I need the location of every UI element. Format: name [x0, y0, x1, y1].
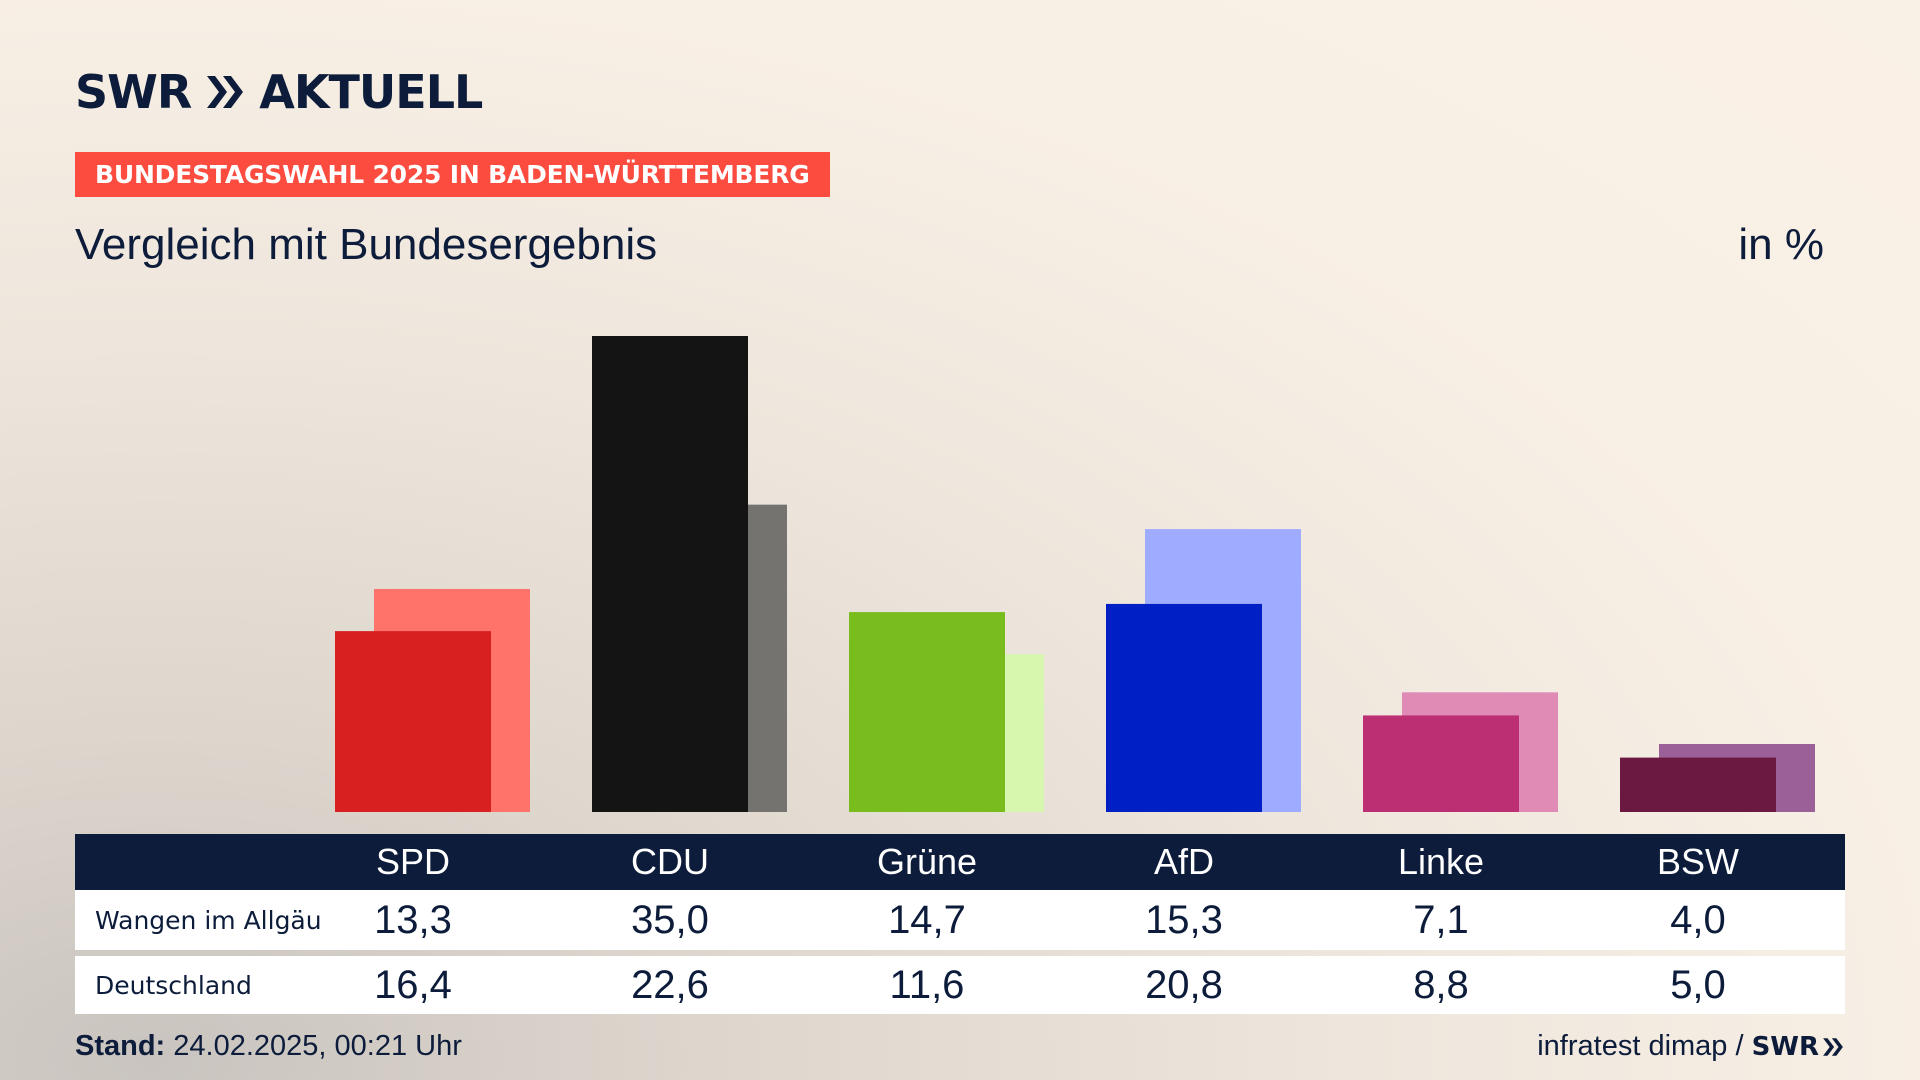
timestamp: Stand: 24.02.2025, 00:21 Uhr [75, 1030, 462, 1063]
bar-cdu-wangen [592, 336, 748, 812]
value-cell: 7,1 [1413, 897, 1469, 942]
stand-label: Stand: [75, 1030, 166, 1062]
unit-label: in % [1738, 220, 1824, 269]
swr-mini-logo: SWR [1752, 1032, 1844, 1062]
source-credit: infratest dimap / SWR [1537, 1030, 1844, 1063]
value-cell: 4,0 [1670, 897, 1726, 942]
logo-aktuell-text: AKTUELL [259, 65, 483, 119]
table-header-row: SPD CDU Grüne AfD Linke BSW [75, 834, 1845, 890]
bar-bsw-wangen [1620, 757, 1776, 812]
table-row: Wangen im Allgäu 13,3 35,0 14,7 15,3 7,1 4,0 [75, 890, 1845, 950]
party-header-cdu: CDU [631, 841, 709, 882]
chart-title: Vergleich mit Bundesergebnis [75, 220, 658, 269]
value-cell: 15,3 [1145, 897, 1223, 942]
value-cell: 22,6 [631, 962, 709, 1007]
value-cell: 11,6 [889, 962, 965, 1007]
value-cell: 13,3 [374, 897, 452, 942]
results-table: SPD CDU Grüne AfD Linke BSW Wangen im Allgäu … [75, 834, 1845, 1014]
source-text: infratest dimap / [1537, 1030, 1744, 1062]
party-header-linke: Linke [1397, 841, 1485, 882]
value-cell: 20,8 [1145, 962, 1223, 1007]
bar-chart [335, 336, 1815, 812]
election-kicker: BUNDESTAGSWAHL 2025 IN BADEN-WÜRTTEMBERG [75, 152, 830, 197]
value-cell: 14,7 [888, 897, 966, 942]
value-cell: 35,0 [631, 897, 709, 942]
bar-grüne-wangen [849, 612, 1005, 812]
party-header-afd: AfD [1153, 841, 1214, 882]
value-cell: 16,4 [374, 962, 452, 1007]
bar-spd-wangen [335, 631, 491, 812]
row-label: Wangen im Allgäu [95, 905, 322, 935]
party-header-bsw: BSW [1656, 841, 1739, 882]
party-header-grüne: Grüne [876, 841, 978, 882]
bar-afd-wangen [1106, 603, 1262, 812]
swr-aktuell-logo: SWR AKTUELL [75, 65, 483, 119]
logo-swr-text: SWR [75, 65, 192, 119]
party-header-spd: SPD [375, 841, 451, 882]
stand-value: 24.02.2025, 00:21 Uhr [173, 1030, 462, 1062]
double-chevron-icon [205, 72, 245, 112]
bar-linke-wangen [1363, 715, 1519, 812]
row-label: Deutschland [95, 970, 252, 1000]
double-chevron-icon [1823, 1037, 1843, 1056]
value-cell: 5,0 [1670, 962, 1726, 1007]
swr-mini-text: SWR [1751, 1031, 1819, 1062]
value-cell: 8,8 [1413, 962, 1469, 1007]
table-row: Deutschland 16,4 22,6 11,6 20,8 8,8 5,0 [75, 956, 1845, 1014]
